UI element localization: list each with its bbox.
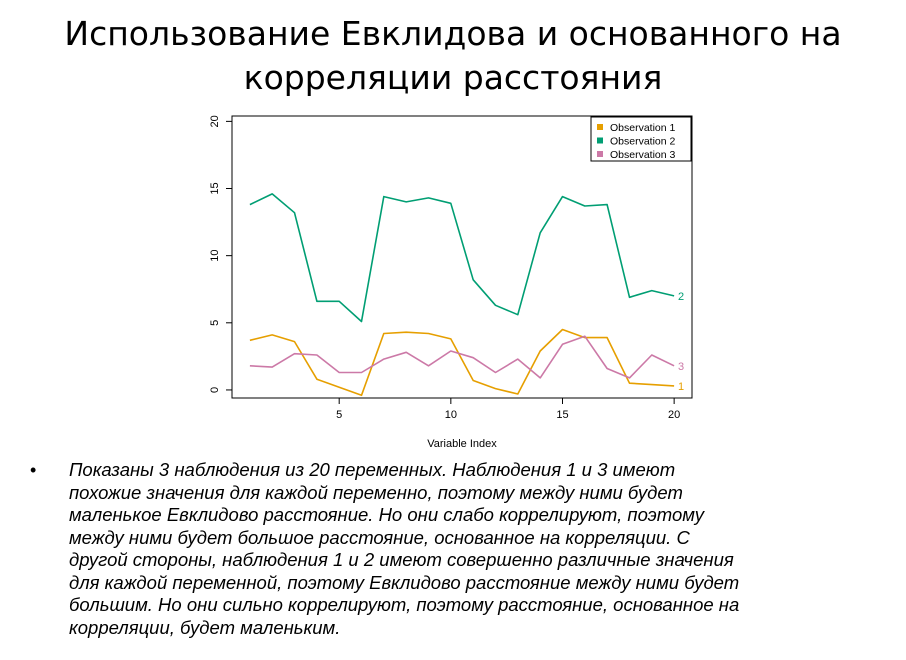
slide-title-line-2: корреляции расстояния [243,58,663,97]
y-tick-label: 10 [209,250,221,262]
legend-swatch [597,151,603,157]
series-line-1 [249,328,675,397]
plot-frame [231,115,693,399]
bullet-symbol: • [30,460,37,480]
bullet-list: • Показаны 3 наблюдения из 20 переменных… [30,459,890,639]
x-axis-label: Variable Index [427,438,497,450]
series-line-2 [249,193,675,323]
bullet-line: корреляции, будет маленьким. [69,616,341,638]
x-tick-label: 15 [556,409,568,421]
bullet-line: маленькое Евклидово расстояние. Но они с… [69,504,704,525]
legend-swatch [597,137,603,144]
slide-title-line-1: Использование Евклидова и основанного на [64,14,842,53]
y-tick-label: 0 [209,387,221,393]
legend-label: Observation 1 [610,122,676,134]
x-tick-label: 10 [445,409,457,421]
bullet-line: между ними будет большое расстояние, осн… [69,526,690,548]
bullet-text: Показаны 3 наблюдения из 20 переменных. … [69,459,890,639]
series-end-label: 1 [678,381,684,393]
series-end-label: 2 [678,291,684,303]
legend-swatch [597,124,603,130]
legend-box [590,116,692,162]
y-tick-label: 5 [209,320,221,326]
legend-label: Observation 3 [610,149,676,161]
bullet-line: большим. Но они сильно коррелируют, поэт… [69,594,740,615]
bullet-line: другой стороны, наблюдения 1 и 2 имеют с… [69,549,734,570]
bullet-line: для каждой переменной, поэтому Евклидово… [69,571,740,593]
y-tick-label: 20 [209,115,221,127]
y-tick-label: 15 [209,182,221,194]
line-chart: 5 10 15 20 0 5 10 15 20 Variable Index 1 2 3 Observat… [209,115,693,450]
x-tick-label: 20 [668,409,680,421]
bullet-line: похожие значения для каждой переменно, п… [69,481,683,503]
series-end-label: 3 [678,361,684,373]
bullet-line: Показаны 3 наблюдения из 20 переменных. … [69,459,676,480]
series-line-3 [249,335,675,379]
x-tick-label: 5 [336,409,342,421]
slide-title: Использование Евклидова и основанного на… [0,12,906,100]
legend-label: Observation 2 [610,136,676,148]
